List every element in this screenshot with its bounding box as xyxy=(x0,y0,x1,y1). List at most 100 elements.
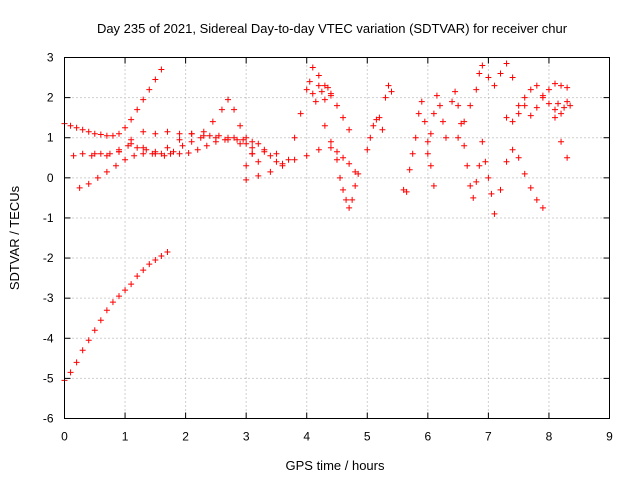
data-point xyxy=(337,174,344,181)
y-tick-label: 1 xyxy=(47,131,54,145)
data-point xyxy=(315,146,322,153)
data-point xyxy=(103,152,110,159)
series-arc-m xyxy=(424,92,449,157)
data-point xyxy=(449,98,456,105)
data-point xyxy=(85,337,92,344)
data-point xyxy=(388,88,395,95)
data-point xyxy=(309,64,316,71)
data-point xyxy=(482,158,489,165)
y-tick-label: -2 xyxy=(43,251,54,265)
data-point xyxy=(464,162,471,169)
data-point xyxy=(367,134,374,141)
data-point xyxy=(79,347,86,354)
data-point xyxy=(403,188,410,195)
data-point xyxy=(352,182,359,189)
data-point xyxy=(161,152,168,159)
data-point xyxy=(116,130,122,137)
data-point xyxy=(164,128,171,135)
data-point xyxy=(85,180,92,187)
data-point xyxy=(479,62,486,69)
data-point xyxy=(455,102,462,109)
y-tick-label: -3 xyxy=(43,291,54,305)
data-point xyxy=(340,154,347,161)
series-arc-s xyxy=(552,98,574,117)
data-point xyxy=(273,158,280,165)
data-point xyxy=(237,122,244,129)
grid xyxy=(64,57,610,419)
x-tick-label: 7 xyxy=(485,430,492,444)
data-point xyxy=(243,134,250,141)
data-point xyxy=(476,162,483,169)
data-point xyxy=(152,76,159,83)
data-point xyxy=(373,116,380,123)
data-point xyxy=(152,148,159,155)
data-point xyxy=(91,327,98,334)
data-point xyxy=(285,156,292,163)
data-point xyxy=(552,80,558,87)
data-point xyxy=(206,132,213,139)
data-point xyxy=(558,82,565,89)
series-arc-p xyxy=(479,138,546,217)
data-point xyxy=(122,124,129,131)
data-point xyxy=(406,166,413,173)
data-point xyxy=(103,132,110,139)
data-point xyxy=(85,128,92,135)
data-point xyxy=(303,152,310,159)
data-point xyxy=(409,150,416,157)
data-point xyxy=(509,146,516,153)
data-point xyxy=(146,86,153,93)
series-arc-j xyxy=(306,78,334,105)
data-point xyxy=(376,114,383,121)
series-arc-r xyxy=(515,82,571,161)
y-axis-label: SDTVAR / TECUs xyxy=(7,185,22,290)
data-point xyxy=(418,98,425,105)
data-point xyxy=(167,150,174,157)
data-point xyxy=(243,176,250,183)
y-tick-label: 2 xyxy=(47,91,54,105)
series-arc-q xyxy=(503,80,571,125)
data-point xyxy=(146,261,153,268)
data-point xyxy=(321,96,328,103)
data-point xyxy=(315,72,322,79)
data-point xyxy=(340,114,347,121)
data-point xyxy=(88,152,95,159)
data-point xyxy=(225,96,231,103)
data-point xyxy=(243,140,250,147)
data-point xyxy=(97,131,104,138)
data-point xyxy=(234,136,241,143)
data-point xyxy=(149,150,156,157)
data-point xyxy=(215,132,222,139)
data-point xyxy=(370,122,377,129)
data-point xyxy=(415,110,422,117)
data-point xyxy=(128,116,135,123)
data-point xyxy=(255,140,262,147)
data-point xyxy=(79,126,86,133)
data-point xyxy=(555,100,562,107)
data-point xyxy=(140,267,147,274)
data-point xyxy=(194,146,201,153)
data-point xyxy=(334,156,340,163)
data-point xyxy=(467,182,474,189)
data-point xyxy=(327,92,334,99)
data-point xyxy=(473,86,480,93)
series-arc-h xyxy=(243,144,359,183)
data-point xyxy=(312,98,319,105)
data-point xyxy=(452,88,459,95)
data-point xyxy=(533,104,540,111)
data-point xyxy=(152,130,159,137)
series-arc-l xyxy=(400,98,437,195)
data-point xyxy=(237,140,244,147)
data-point xyxy=(231,106,238,113)
series-arc-k xyxy=(364,82,395,153)
data-point xyxy=(109,132,116,139)
data-point xyxy=(249,150,256,157)
data-point xyxy=(485,174,492,181)
data-point xyxy=(122,156,129,163)
data-point xyxy=(424,150,431,157)
data-point xyxy=(521,170,528,177)
data-point xyxy=(176,136,183,143)
data-point xyxy=(91,150,98,157)
series-arc-g xyxy=(243,64,353,169)
axis-ticks xyxy=(64,57,610,419)
data-point xyxy=(143,146,150,153)
